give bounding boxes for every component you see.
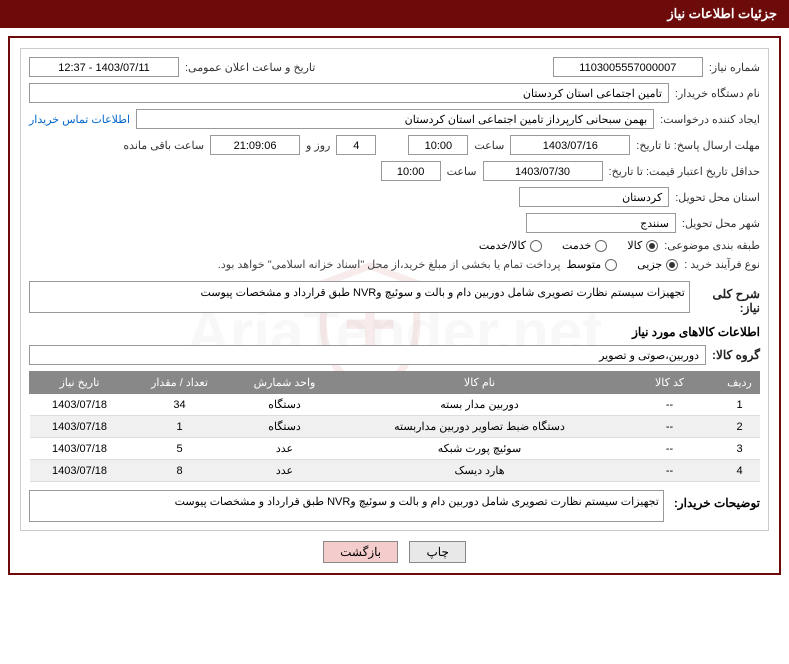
cell-n: 2 xyxy=(720,416,760,438)
radio-service[interactable]: خدمت xyxy=(562,239,607,252)
time-label-1: ساعت xyxy=(474,139,504,152)
cell-unit: عدد xyxy=(230,460,340,482)
th-unit: واحد شمارش xyxy=(230,372,340,394)
requester-label: ایجاد کننده درخواست: xyxy=(660,113,760,126)
cell-unit: عدد xyxy=(230,438,340,460)
th-name: نام کالا xyxy=(340,372,620,394)
th-row: ردیف xyxy=(720,372,760,394)
purchase-type-label: نوع فرآیند خرید : xyxy=(684,258,760,271)
cell-name: دستگاه ضبط تصاویر دوربین مداربسته xyxy=(340,416,620,438)
goods-group-label: گروه کالا: xyxy=(712,348,760,362)
validity-time-field: 10:00 xyxy=(381,161,441,181)
buyer-desc-field: تجهیزات سیستم نظارت تصویری شامل دوربین د… xyxy=(29,490,664,522)
validity-date-field: 1403/07/30 xyxy=(483,161,603,181)
radio-circle-icon xyxy=(595,240,607,252)
cell-date: 1403/07/18 xyxy=(30,394,130,416)
cell-name: هارد دیسک xyxy=(340,460,620,482)
province-field: کردستان xyxy=(519,187,669,207)
announce-field: 1403/07/11 - 12:37 xyxy=(29,57,179,77)
print-button[interactable]: چاپ xyxy=(409,541,465,563)
footer-buttons: چاپ بازگشت xyxy=(20,541,769,563)
form-container: شماره نیاز: 1103005557000007 تاریخ و ساع… xyxy=(20,48,769,531)
radio-goods[interactable]: کالا xyxy=(627,239,658,252)
th-qty: تعداد / مقدار xyxy=(130,372,230,394)
goods-group-field: دوربین،صوتی و تصویر xyxy=(29,345,706,365)
need-desc-label: شرح کلی نیاز: xyxy=(696,281,760,315)
purchase-note: پرداخت تمام یا بخشی از مبلغ خرید،از محل … xyxy=(218,258,561,271)
cell-unit: دستگاه xyxy=(230,416,340,438)
table-row: 3--سوئیچ پورت شبکهعدد51403/07/18 xyxy=(30,438,760,460)
radio-circle-icon xyxy=(605,259,617,271)
goods-table: ردیف کد کالا نام کالا واحد شمارش تعداد /… xyxy=(29,371,760,482)
province-label: استان محل تحویل: xyxy=(675,191,760,204)
back-button[interactable]: بازگشت xyxy=(323,541,398,563)
table-row: 1--دوربین مدار بستهدستگاه341403/07/18 xyxy=(30,394,760,416)
category-label: طبقه بندی موضوعی: xyxy=(664,239,760,252)
cell-code: -- xyxy=(620,460,720,482)
announce-label: تاریخ و ساعت اعلان عمومی: xyxy=(185,61,315,74)
buyer-org-field: تامین اجتماعی استان کردستان xyxy=(29,83,669,103)
cell-n: 4 xyxy=(720,460,760,482)
cell-unit: دستگاه xyxy=(230,394,340,416)
radio-circle-icon xyxy=(530,240,542,252)
need-desc-field: تجهیزات سیستم نظارت تصویری شامل دوربین د… xyxy=(29,281,690,313)
table-row: 4--هارد دیسکعدد81403/07/18 xyxy=(30,460,760,482)
cell-qty: 5 xyxy=(130,438,230,460)
th-code: کد کالا xyxy=(620,372,720,394)
deadline-label: مهلت ارسال پاسخ: تا تاریخ: xyxy=(636,139,760,152)
days-label: روز و xyxy=(306,139,330,152)
radio-both-label: کالا/خدمت xyxy=(479,239,526,252)
radio-service-label: خدمت xyxy=(562,239,591,252)
radio-both[interactable]: کالا/خدمت xyxy=(479,239,542,252)
radio-partial-label: جزیی xyxy=(637,258,662,271)
city-field: سنندج xyxy=(526,213,676,233)
radio-medium-label: متوسط xyxy=(567,258,602,271)
remaining-label: ساعت باقی مانده xyxy=(123,139,204,152)
deadline-time-field: 10:00 xyxy=(408,135,468,155)
cell-qty: 1 xyxy=(130,416,230,438)
cell-date: 1403/07/18 xyxy=(30,416,130,438)
cell-qty: 8 xyxy=(130,460,230,482)
contact-link[interactable]: اطلاعات تماس خریدار xyxy=(29,113,130,126)
hours-remaining-field: 21:09:06 xyxy=(210,135,300,155)
radio-circle-icon xyxy=(666,259,678,271)
main-panel: شماره نیاز: 1103005557000007 تاریخ و ساع… xyxy=(8,36,781,575)
cell-name: دوربین مدار بسته xyxy=(340,394,620,416)
buyer-org-label: نام دستگاه خریدار: xyxy=(675,87,760,100)
city-label: شهر محل تحویل: xyxy=(682,217,760,230)
cell-n: 3 xyxy=(720,438,760,460)
radio-goods-label: کالا xyxy=(627,239,642,252)
cell-date: 1403/07/18 xyxy=(30,460,130,482)
cell-code: -- xyxy=(620,438,720,460)
radio-circle-icon xyxy=(646,240,658,252)
requester-field: بهمن سبحانی کارپرداز تامین اجتماعی استان… xyxy=(136,109,654,129)
time-label-2: ساعت xyxy=(447,165,477,178)
cell-date: 1403/07/18 xyxy=(30,438,130,460)
deadline-date-field: 1403/07/16 xyxy=(510,135,630,155)
panel-header: جزئیات اطلاعات نیاز xyxy=(0,0,789,28)
radio-medium[interactable]: متوسط xyxy=(567,258,618,271)
need-number-label: شماره نیاز: xyxy=(709,61,760,74)
days-remaining-field: 4 xyxy=(336,135,376,155)
th-date: تاریخ نیاز xyxy=(30,372,130,394)
purchase-radio-group: جزیی متوسط xyxy=(567,258,679,271)
need-number-field: 1103005557000007 xyxy=(553,57,703,77)
buyer-desc-label: توضیحات خریدار: xyxy=(674,490,760,510)
cell-n: 1 xyxy=(720,394,760,416)
cell-qty: 34 xyxy=(130,394,230,416)
validity-label: حداقل تاریخ اعتبار قیمت: تا تاریخ: xyxy=(609,165,760,178)
cell-name: سوئیچ پورت شبکه xyxy=(340,438,620,460)
goods-info-title: اطلاعات کالاهای مورد نیاز xyxy=(29,325,760,339)
table-row: 2--دستگاه ضبط تصاویر دوربین مداربستهدستگ… xyxy=(30,416,760,438)
cell-code: -- xyxy=(620,416,720,438)
category-radio-group: کالا خدمت کالا/خدمت xyxy=(479,239,658,252)
cell-code: -- xyxy=(620,394,720,416)
radio-partial[interactable]: جزیی xyxy=(637,258,678,271)
